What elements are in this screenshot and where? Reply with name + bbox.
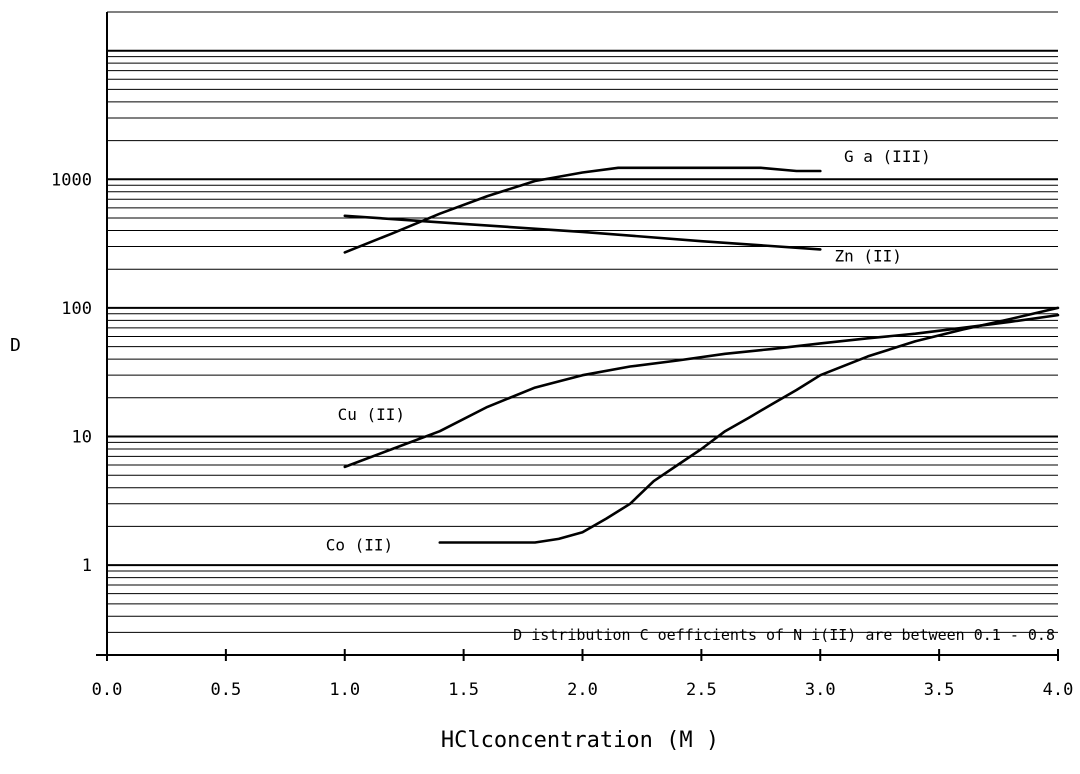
x-tick-label: 4.0 (1043, 680, 1074, 700)
x-axis-label: HClconcentration (M ) (441, 728, 719, 753)
series-group (343, 166, 1060, 544)
series-label: G a (III) (844, 147, 931, 166)
y-axis-label: D (10, 335, 21, 356)
x-tick-label: 2.5 (686, 680, 717, 700)
x-tick-label: 3.5 (924, 680, 955, 700)
x-tick-label: 1.5 (448, 680, 479, 700)
x-tick-label: 0.0 (92, 680, 123, 700)
y-tick-label: 100 (61, 299, 92, 319)
labels: 0.0 0.5 1.0 1.5 2.0 2.5 3.0 3.5 4.0 1 10 100 1000 G a… (51, 147, 1073, 700)
series-label: Co (II) (326, 535, 393, 554)
axes (96, 12, 1059, 661)
series-line (343, 214, 822, 251)
series-line (343, 166, 822, 254)
x-tick-label: 0.5 (211, 680, 242, 700)
chart-annotation: D istribution C oefficients of N i(II) a… (513, 626, 1055, 644)
y-tick-label: 1000 (51, 170, 92, 190)
y-tick-label: 1 (82, 556, 92, 576)
series-line (438, 306, 1060, 544)
series-line (343, 313, 1060, 469)
x-tick-label: 2.0 (567, 680, 598, 700)
y-tick-label: 10 (72, 428, 92, 448)
x-tick-label: 1.0 (329, 680, 360, 700)
series-label: Zn (II) (835, 246, 902, 265)
x-tick-label: 3.0 (805, 680, 836, 700)
series-label: Cu (II) (338, 405, 405, 424)
